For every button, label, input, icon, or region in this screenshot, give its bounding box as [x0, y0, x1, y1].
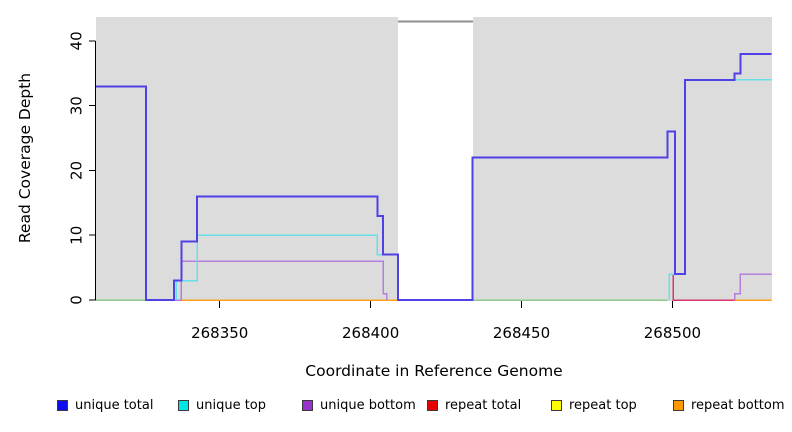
repeat-total-swatch	[427, 400, 438, 411]
svg-text:268350: 268350	[191, 324, 248, 342]
legend-item-unique-total: unique total	[57, 398, 153, 413]
svg-text:0: 0	[68, 295, 86, 305]
legend-label: repeat total	[445, 398, 522, 413]
legend-label: repeat top	[569, 398, 637, 413]
chart-legend: unique total unique top unique bottom re…	[0, 398, 792, 420]
svg-text:10: 10	[68, 226, 86, 245]
unique-top-swatch	[178, 400, 189, 411]
svg-text:40: 40	[68, 31, 86, 50]
svg-text:268500: 268500	[644, 324, 701, 342]
legend-item-unique-bottom: unique bottom	[302, 398, 416, 413]
unique-bottom-swatch	[302, 400, 313, 411]
legend-item-repeat-total: repeat total	[427, 398, 521, 413]
svg-text:268450: 268450	[493, 324, 550, 342]
repeat-bottom-swatch	[673, 400, 684, 411]
svg-text:30: 30	[68, 96, 86, 115]
svg-text:Coordinate in Reference Genome: Coordinate in Reference Genome	[305, 362, 562, 380]
repeat-top-swatch	[551, 400, 562, 411]
legend-label: unique bottom	[320, 398, 416, 413]
legend-item-repeat-bottom: repeat bottom	[673, 398, 785, 413]
legend-item-repeat-top: repeat top	[551, 398, 637, 413]
svg-text:20: 20	[68, 161, 86, 180]
legend-label: repeat bottom	[691, 398, 785, 413]
legend-item-unique-top: unique top	[178, 398, 266, 413]
svg-text:268400: 268400	[342, 324, 399, 342]
svg-text:Read Coverage Depth: Read Coverage Depth	[16, 73, 34, 243]
legend-label: unique total	[75, 398, 154, 413]
legend-label: unique top	[196, 398, 267, 413]
unique-total-swatch	[57, 400, 68, 411]
